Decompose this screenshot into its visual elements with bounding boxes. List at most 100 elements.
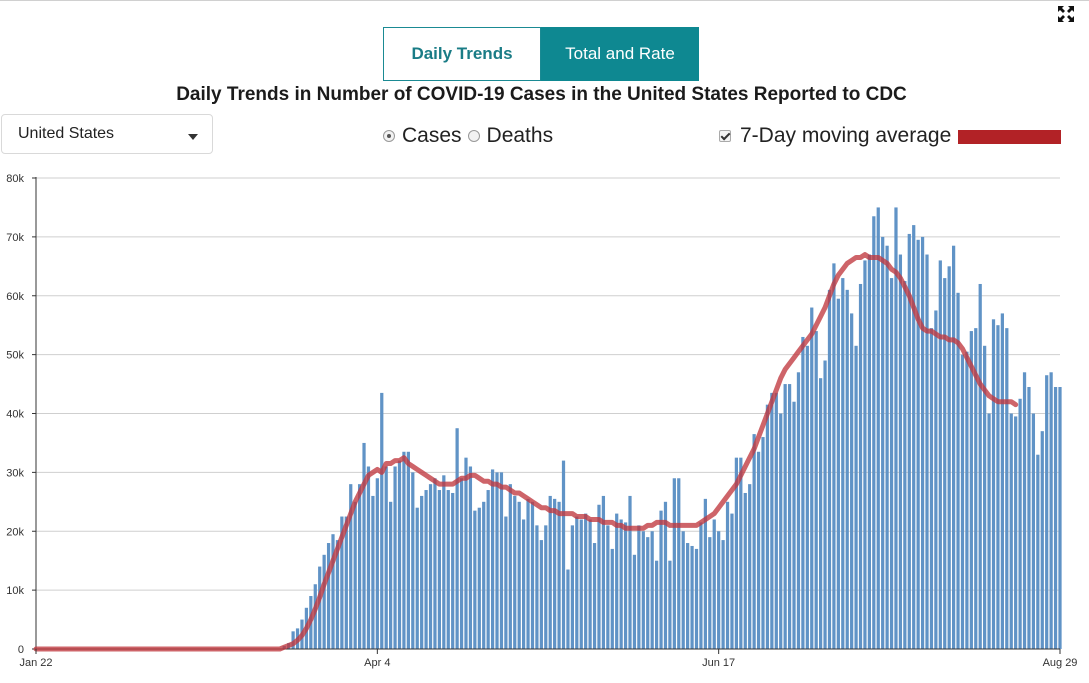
bar bbox=[433, 478, 437, 649]
bar bbox=[916, 239, 920, 649]
bar bbox=[703, 498, 707, 649]
bar bbox=[420, 495, 424, 649]
bar bbox=[517, 501, 521, 649]
moving-average-toggle: 7-Day moving average bbox=[719, 124, 951, 148]
bar bbox=[814, 331, 818, 649]
bar bbox=[1000, 313, 1004, 649]
bar bbox=[672, 478, 676, 649]
chart-title: Daily Trends in Number of COVID-19 Cases… bbox=[176, 84, 907, 105]
bar bbox=[943, 278, 947, 649]
top-divider bbox=[0, 0, 1089, 1]
y-tick-label: 10k bbox=[6, 585, 24, 597]
deaths-radio[interactable] bbox=[467, 130, 480, 142]
bar bbox=[406, 451, 410, 649]
bar bbox=[699, 522, 703, 649]
cases-chart: 0 10k 20k 30k 40k 50k 60k 70k 80k Jan 22 Apr 4 Jun … bbox=[6, 173, 1077, 669]
bar bbox=[1031, 413, 1036, 649]
deaths-radio-label[interactable]: Deaths bbox=[486, 124, 554, 147]
bar bbox=[1053, 387, 1058, 649]
bar bbox=[659, 510, 663, 649]
bar bbox=[353, 501, 357, 649]
tab-daily-trends[interactable]: Daily Trends bbox=[383, 27, 541, 81]
bar bbox=[495, 472, 499, 649]
x-tick-label: Apr 4 bbox=[364, 657, 390, 669]
bar bbox=[455, 428, 459, 649]
bar bbox=[1005, 328, 1009, 649]
bar bbox=[783, 384, 787, 649]
bar bbox=[477, 507, 481, 649]
bar bbox=[597, 504, 601, 649]
bar bbox=[721, 540, 725, 649]
bar bbox=[801, 336, 805, 649]
bar bbox=[770, 392, 774, 649]
cases-radio-label[interactable]: Cases bbox=[402, 124, 462, 147]
bar bbox=[951, 245, 956, 650]
moving-average-checkbox[interactable] bbox=[719, 130, 731, 142]
bar bbox=[322, 554, 326, 649]
bar bbox=[960, 354, 965, 649]
bar bbox=[508, 484, 512, 649]
location-select[interactable]: United States bbox=[1, 114, 213, 154]
bar bbox=[548, 495, 552, 649]
bar bbox=[473, 510, 477, 649]
bar bbox=[535, 525, 539, 649]
bar bbox=[765, 404, 770, 649]
bar bbox=[850, 313, 854, 649]
bar bbox=[623, 522, 628, 649]
bar bbox=[730, 513, 734, 649]
caret-down-icon bbox=[188, 134, 198, 140]
bar bbox=[606, 525, 610, 649]
bar bbox=[832, 263, 836, 649]
bar bbox=[965, 351, 969, 649]
bar bbox=[646, 537, 650, 649]
bar bbox=[1009, 413, 1013, 649]
bar bbox=[690, 545, 694, 649]
bar bbox=[903, 281, 907, 649]
bar bbox=[389, 501, 393, 649]
bar bbox=[938, 260, 942, 649]
bar bbox=[774, 392, 778, 649]
bar bbox=[841, 278, 845, 649]
bar bbox=[987, 413, 991, 649]
bar bbox=[708, 537, 712, 649]
moving-average-line bbox=[33, 252, 1019, 652]
bar bbox=[872, 216, 876, 650]
bar bbox=[402, 451, 406, 649]
bar bbox=[384, 466, 388, 649]
x-tick-label: Jan 22 bbox=[19, 657, 52, 669]
bar bbox=[756, 451, 761, 649]
bar bbox=[858, 283, 863, 649]
bar bbox=[752, 434, 756, 649]
bar bbox=[907, 233, 911, 649]
bar bbox=[349, 484, 353, 649]
bar bbox=[340, 516, 344, 649]
bar bbox=[544, 525, 548, 649]
bar bbox=[929, 328, 934, 649]
bar bbox=[681, 531, 685, 649]
bar bbox=[331, 534, 335, 649]
bar bbox=[291, 631, 295, 649]
bar bbox=[810, 307, 814, 649]
bar bbox=[1027, 387, 1031, 649]
bar bbox=[889, 278, 894, 649]
bar bbox=[366, 466, 371, 649]
bar bbox=[451, 492, 455, 649]
expand-arrows-icon[interactable] bbox=[1056, 4, 1076, 24]
bar bbox=[579, 519, 583, 649]
bar bbox=[428, 484, 433, 649]
bar bbox=[934, 310, 938, 649]
tab-total-and-rate[interactable]: Total and Rate bbox=[541, 27, 699, 81]
cases-radio[interactable] bbox=[383, 130, 395, 142]
moving-average-label[interactable]: 7-Day moving average bbox=[740, 124, 952, 147]
moving-average-legend-swatch bbox=[958, 130, 1061, 144]
bar bbox=[677, 478, 681, 649]
bar bbox=[1022, 372, 1027, 649]
y-tick-label: 70k bbox=[6, 232, 24, 244]
y-tick-label: 50k bbox=[6, 350, 24, 362]
bar bbox=[845, 289, 849, 649]
view-tabs: Daily Trends Total and Rate bbox=[383, 27, 699, 81]
bar bbox=[530, 501, 535, 649]
bar bbox=[459, 478, 464, 649]
bar bbox=[513, 495, 517, 649]
bar-series bbox=[282, 207, 1062, 650]
